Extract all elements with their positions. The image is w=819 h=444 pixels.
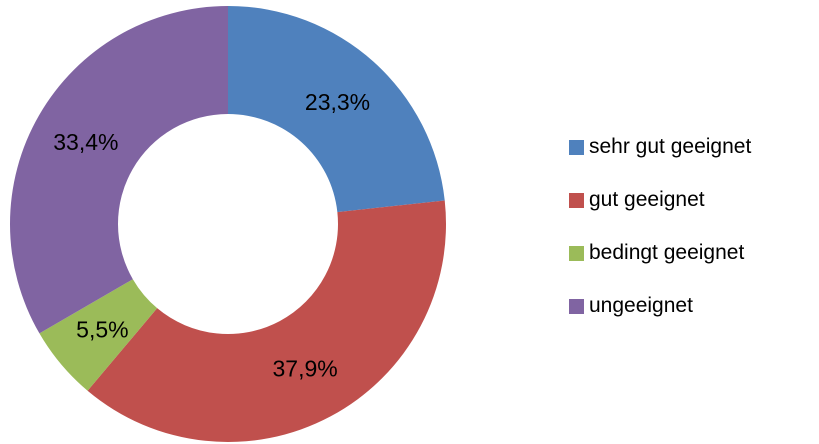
donut-slice-bedingt-geeignet xyxy=(39,279,158,391)
legend-swatch-ungeeignet xyxy=(569,298,584,314)
donut-slice-sehr-gut-geeignet xyxy=(228,6,445,213)
legend-item-sehr-gut-geeignet: sehr gut geeignet xyxy=(569,134,819,160)
legend-label-bedingt-geeignet: bedingt geeignet xyxy=(589,241,745,264)
legend-item-bedingt-geeignet: bedingt geeignet xyxy=(569,240,819,266)
donut-slice-ungeeignet xyxy=(9,6,228,334)
donut-slice-gut-geeignet xyxy=(87,200,447,442)
donut-slice-labels: 23,3% 37,9% 5,5% 33,4% xyxy=(53,89,370,382)
legend-label-sehr-gut-geeignet: sehr gut geeignet xyxy=(589,135,752,158)
chart-legend: sehr gut geeignet gut geeignet bedingt g… xyxy=(569,134,819,346)
legend-swatch-bedingt-geeignet xyxy=(569,245,584,261)
donut-slice-label-bedingt-geeignet: 5,5% xyxy=(76,316,128,342)
legend-label-gut-geeignet: gut geeignet xyxy=(589,188,705,211)
donut-slices xyxy=(9,6,447,442)
legend-item-gut-geeignet: gut geeignet xyxy=(569,187,819,213)
donut-slice-label-sehr-gut-geeignet: 23,3% xyxy=(305,89,370,115)
legend-swatch-sehr-gut-geeignet xyxy=(569,139,584,155)
legend-item-ungeeignet: ungeeignet xyxy=(569,293,819,319)
legend-label-ungeeignet: ungeeignet xyxy=(589,294,693,317)
donut-slice-label-gut-geeignet: 37,9% xyxy=(273,356,338,382)
donut-slice-label-ungeeignet: 33,4% xyxy=(53,129,118,155)
legend-swatch-gut-geeignet xyxy=(569,192,584,208)
